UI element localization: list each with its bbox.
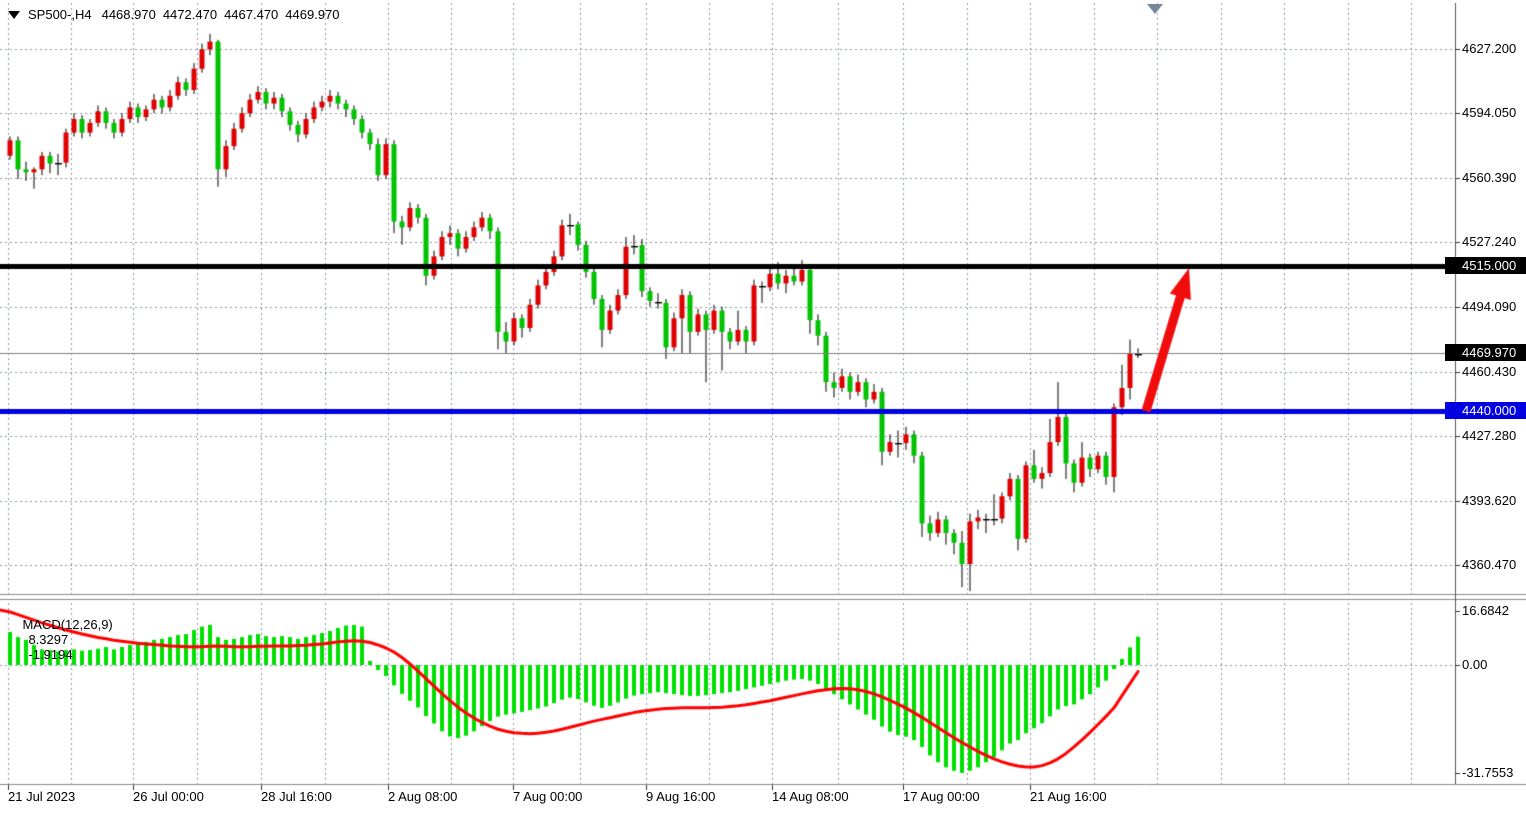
macd-axis-label: 0.00 bbox=[1462, 657, 1488, 672]
macd-indicator-label: MACD(12,26,9) 8.3297 -1.9194 bbox=[8, 602, 113, 677]
price-axis-box-label: 4469.970 bbox=[1445, 344, 1526, 362]
time-axis-label: 21 Jul 2023 bbox=[8, 789, 76, 804]
macd-axis-label: -31.7553 bbox=[1462, 764, 1514, 780]
price-axis-box-label: 4440.000 bbox=[1445, 402, 1526, 420]
price-axis-label: 4460.430 bbox=[1462, 363, 1517, 379]
macd-name: MACD(12,26,9) bbox=[22, 617, 113, 632]
chart-shift-marker-icon[interactable] bbox=[1147, 4, 1163, 14]
time-axis-label: 21 Aug 16:00 bbox=[1030, 789, 1107, 804]
time-axis-label: 2 Aug 08:00 bbox=[388, 789, 458, 804]
time-axis-label: 14 Aug 08:00 bbox=[772, 789, 849, 804]
price-axis-label: 4594.050 bbox=[1462, 105, 1517, 121]
macd-main-value: 8.3297 bbox=[28, 632, 69, 647]
symbol-dropdown-icon[interactable] bbox=[8, 11, 20, 19]
ohlc-low: 4467.470 bbox=[224, 7, 279, 22]
price-axis-label: 4393.620 bbox=[1462, 492, 1517, 508]
macd-axis-label: 16.6842 bbox=[1462, 603, 1509, 618]
time-axis-label: 28 Jul 16:00 bbox=[261, 789, 332, 804]
ohlc-close: 4469.970 bbox=[285, 7, 340, 22]
price-axis-label: 4627.200 bbox=[1462, 41, 1517, 56]
price-axis-label: 4360.470 bbox=[1462, 557, 1517, 573]
price-axis-label: 4427.280 bbox=[1462, 427, 1517, 443]
ohlc-high: 4472.470 bbox=[162, 7, 218, 22]
price-axis-label: 4494.090 bbox=[1462, 298, 1517, 314]
time-axis-label: 9 Aug 16:00 bbox=[646, 789, 716, 804]
price-axis-label: 4560.390 bbox=[1462, 170, 1517, 186]
macd-signal-value: -1.9194 bbox=[28, 647, 73, 662]
price-axis-label: 4527.240 bbox=[1462, 234, 1517, 250]
time-axis-label: 17 Aug 00:00 bbox=[903, 789, 980, 804]
symbol-period-label: SP500-,H4 bbox=[28, 7, 92, 22]
chart-header: SP500-,H4 4468.970 4472.470 4467.470 446… bbox=[8, 7, 340, 22]
time-axis-label: 26 Jul 00:00 bbox=[133, 789, 204, 804]
price-axis-box-label: 4515.000 bbox=[1445, 257, 1526, 275]
time-axis-label: 7 Aug 00:00 bbox=[513, 789, 583, 804]
ohlc-open: 4468.970 bbox=[101, 7, 156, 22]
